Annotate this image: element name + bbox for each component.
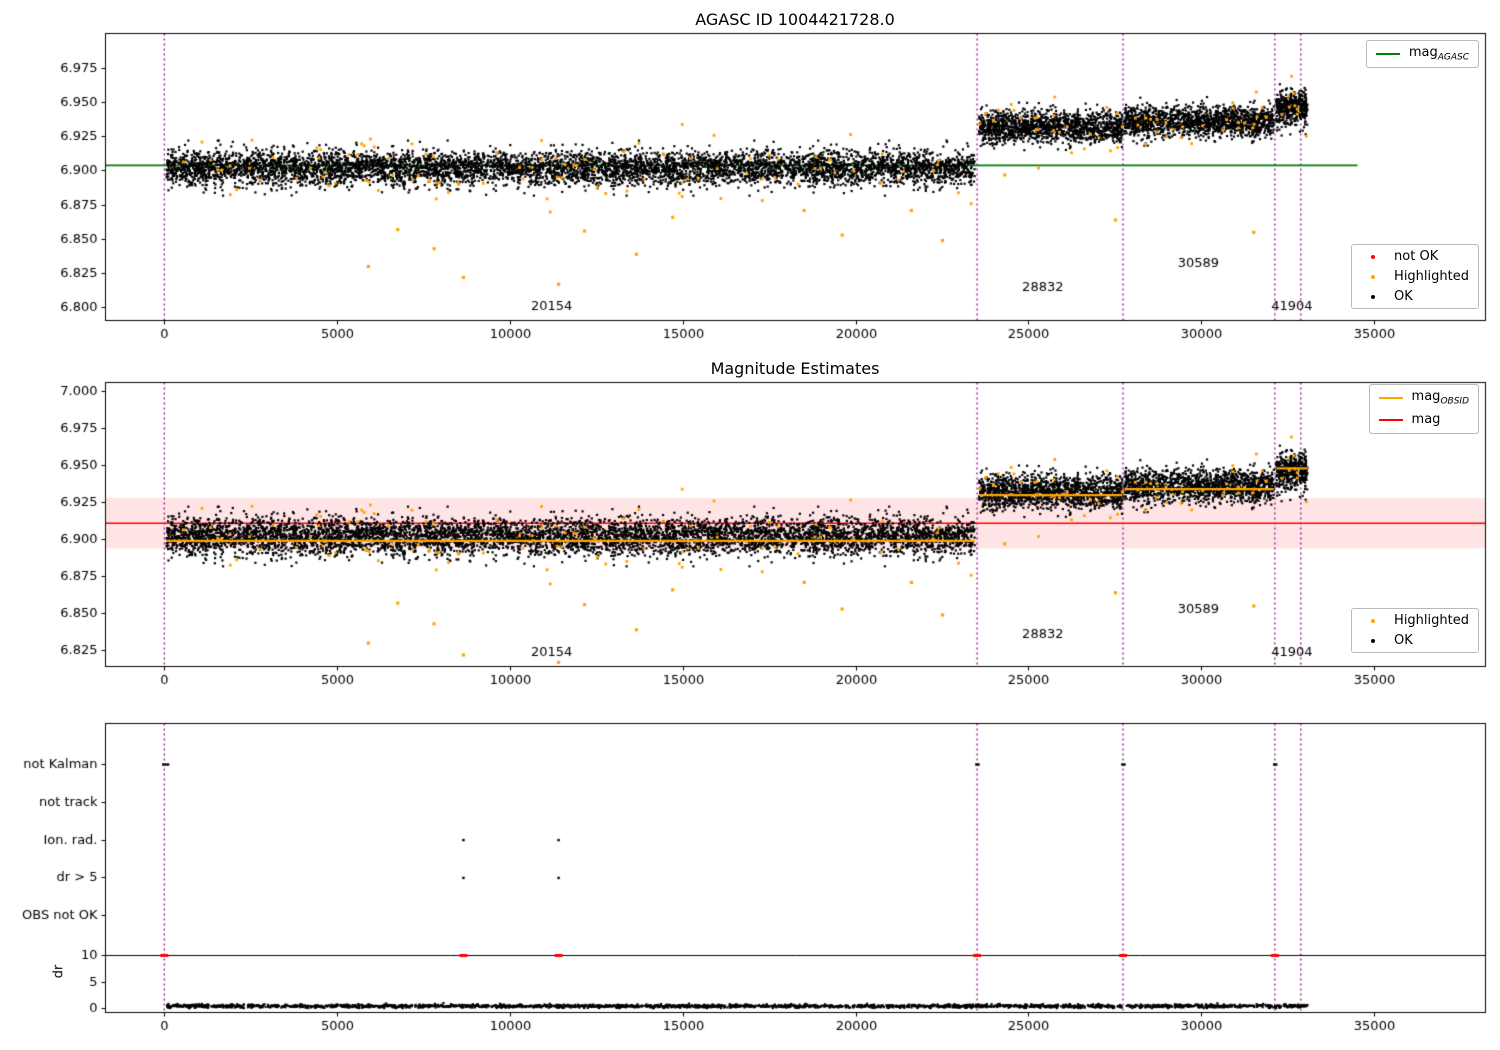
dr-axis-label: dr [51, 964, 67, 979]
legend-label: mag [1411, 411, 1441, 427]
top-plot-title: AGASC ID 1004421728.0 [695, 10, 895, 29]
legend-label: magAGASC [1408, 45, 1469, 63]
legend-label: Highlighted [1394, 613, 1469, 628]
legend-item-ok: OK [1361, 633, 1469, 648]
legend-label: magOBSID [1411, 389, 1469, 407]
line-swatch [1378, 419, 1403, 422]
legend-item-mag: mag [1378, 411, 1469, 430]
ok-marker-icon [1371, 638, 1376, 643]
legend-label: Highlighted [1394, 269, 1469, 284]
marker-swatch-holder [1361, 252, 1385, 262]
marker-swatch-holder [1361, 272, 1385, 282]
not-ok-marker-icon [1371, 254, 1376, 259]
legend-mid-markers: Highlighted OK [1351, 608, 1479, 653]
legend-label: not OK [1394, 249, 1439, 264]
legend-item-highlighted: Highlighted [1361, 269, 1469, 284]
line-swatch [1375, 52, 1400, 55]
legend-label: OK [1394, 633, 1413, 648]
legend-mag-lines: magOBSID mag [1368, 384, 1479, 435]
mid-plot-title: Magnitude Estimates [710, 359, 880, 378]
line-swatch [1378, 396, 1403, 399]
marker-swatch-holder [1361, 616, 1385, 626]
legend-mag-agasc: magAGASC [1365, 40, 1479, 68]
ok-marker-icon [1371, 294, 1376, 299]
legend-item-highlighted: Highlighted [1361, 613, 1469, 628]
legend-item-not-ok: not OK [1361, 249, 1469, 264]
highlighted-marker-icon [1371, 274, 1376, 279]
legend-item-ok: OK [1361, 289, 1469, 304]
highlighted-marker-icon [1371, 618, 1376, 623]
marker-swatch-holder [1361, 636, 1385, 646]
legend-top-markers: not OK Highlighted OK [1351, 244, 1479, 309]
legend-label: OK [1394, 289, 1413, 304]
legend-item-mag-obsid: magOBSID [1378, 389, 1469, 407]
legend-item-mag-agasc: magAGASC [1375, 45, 1469, 63]
marker-swatch-holder [1361, 292, 1385, 302]
